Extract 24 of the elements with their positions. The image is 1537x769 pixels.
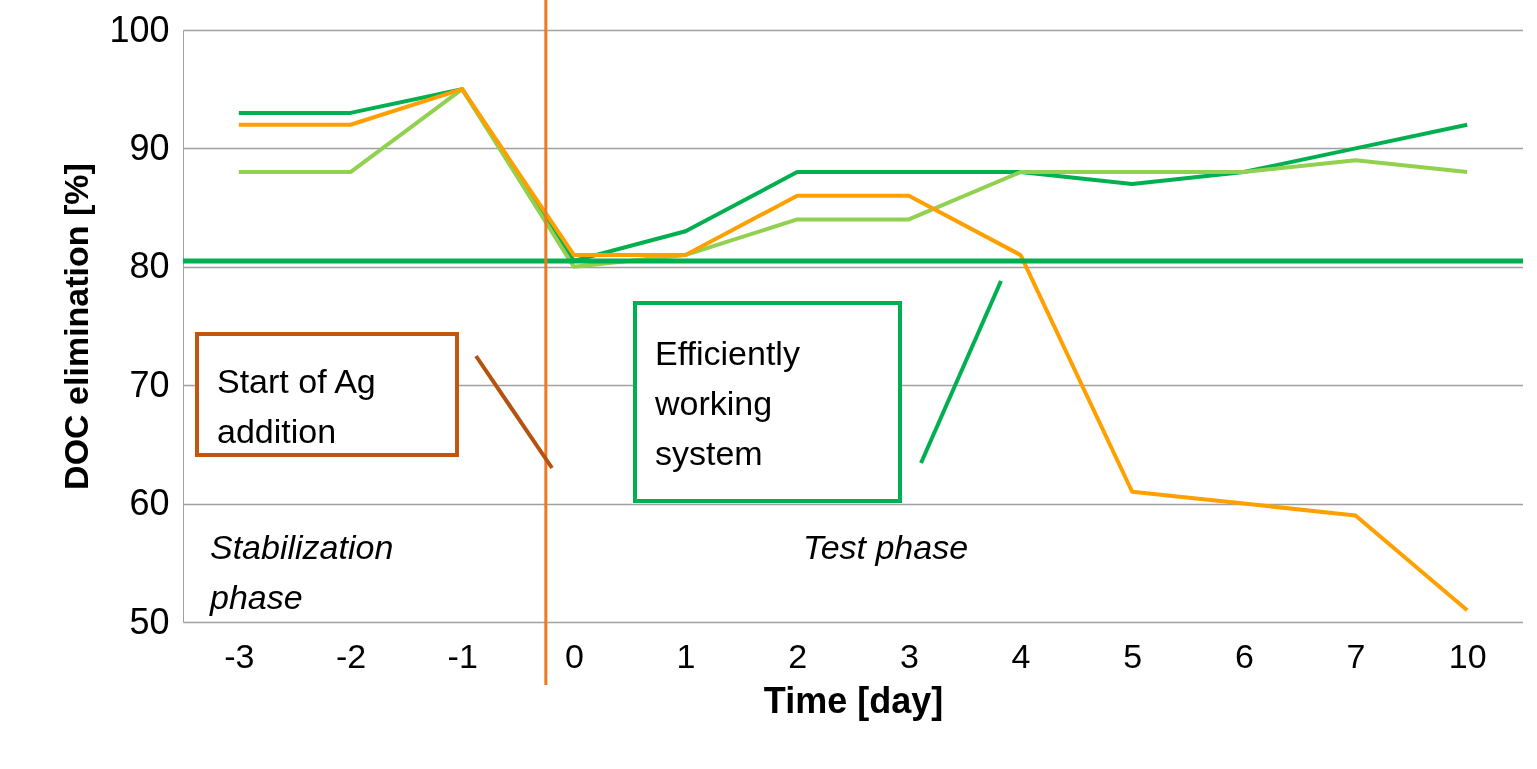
x-tick-label: 0 bbox=[564, 636, 584, 675]
y-tick-label: 50 bbox=[129, 600, 170, 642]
y-tick-label: 60 bbox=[129, 482, 170, 524]
annotation: Stabilization phase bbox=[209, 528, 394, 616]
x-tick-label: 5 bbox=[1123, 636, 1143, 675]
x-axis-title: Time [day] bbox=[763, 679, 944, 721]
y-tick-label: 90 bbox=[129, 126, 170, 168]
annotation: Test phase bbox=[803, 528, 969, 566]
x-tick-label: -3 bbox=[224, 636, 255, 675]
x-tick-label: 2 bbox=[788, 636, 808, 675]
annotation: Start of Ag addition bbox=[217, 362, 376, 450]
x-tick-label: 4 bbox=[1011, 636, 1031, 675]
x-tick-label: 3 bbox=[899, 636, 919, 675]
y-axis-title: DOC elimination [%] bbox=[57, 163, 96, 490]
x-tick-label: 7 bbox=[1346, 636, 1366, 675]
y-tick-label: 80 bbox=[129, 245, 170, 287]
x-tick-label: 1 bbox=[676, 636, 696, 675]
x-tick-label: -1 bbox=[447, 636, 478, 675]
y-tick-label: 70 bbox=[129, 363, 170, 405]
x-tick-label: 6 bbox=[1234, 636, 1254, 675]
y-tick-label: 100 bbox=[109, 8, 170, 50]
annotation: Efficiently working system bbox=[654, 334, 800, 472]
x-tick-label: -2 bbox=[335, 636, 367, 675]
x-tick-label: 10 bbox=[1448, 636, 1487, 675]
